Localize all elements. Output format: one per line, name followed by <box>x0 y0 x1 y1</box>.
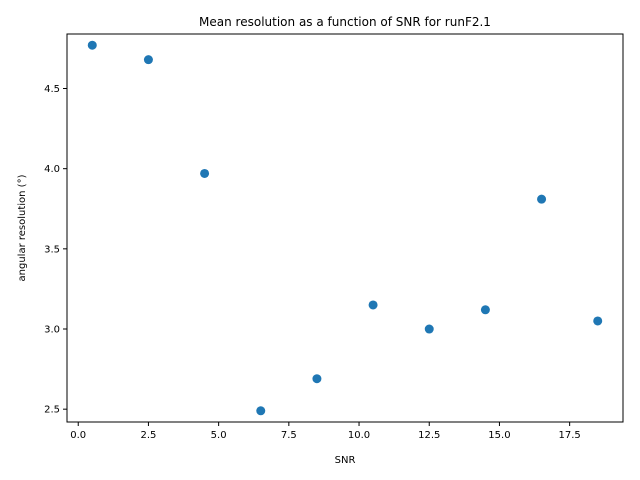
y-axis-label: angular resolution (°) <box>17 174 28 281</box>
y-tick-label: 4.5 <box>44 84 60 95</box>
x-tick-label: 0.0 <box>70 430 86 441</box>
y-axis: 2.5 3.0 3.5 4.0 4.5 <box>44 84 67 416</box>
x-tick-label: 15.0 <box>488 430 510 441</box>
y-tick-label: 3.5 <box>44 244 60 255</box>
x-tick-label: 5.0 <box>211 430 227 441</box>
y-tick-label: 4.0 <box>44 164 60 175</box>
chart-title: Mean resolution as a function of SNR for… <box>199 15 491 29</box>
x-tick-label: 12.5 <box>418 430 440 441</box>
y-tick-label: 2.5 <box>44 405 60 416</box>
data-point <box>143 55 153 65</box>
data-point <box>368 300 378 310</box>
data-point <box>256 406 266 416</box>
data-point <box>424 324 434 334</box>
data-point <box>537 194 547 204</box>
data-points <box>87 40 603 416</box>
data-point <box>312 374 322 384</box>
plot-frame <box>66 33 624 423</box>
y-tick-label: 3.0 <box>44 325 60 336</box>
x-tick-label: 10.0 <box>348 430 370 441</box>
data-point <box>200 168 210 178</box>
x-tick-label: 17.5 <box>559 430 581 441</box>
x-axis-label: SNR <box>335 455 356 466</box>
x-axis: 0.0 2.5 5.0 7.5 10.0 12.5 15.0 17.5 <box>70 422 581 441</box>
x-tick-label: 2.5 <box>140 430 156 441</box>
data-point <box>593 316 603 326</box>
data-point <box>87 40 97 50</box>
x-tick-label: 7.5 <box>281 430 297 441</box>
data-point <box>480 305 490 315</box>
